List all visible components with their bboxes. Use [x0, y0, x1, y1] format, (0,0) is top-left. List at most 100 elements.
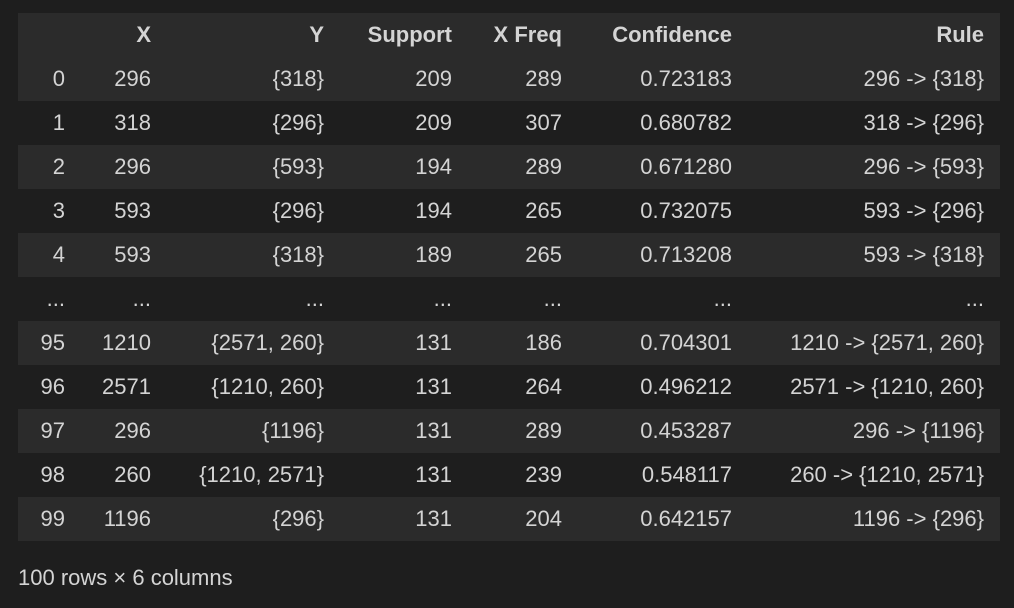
table-row: 95 1210 {2571, 260} 131 186 0.704301 1210 -> {… [18, 321, 1000, 365]
cell-support: 209 [340, 57, 468, 101]
header-rule: Rule [748, 13, 1000, 57]
cell-support: 131 [340, 497, 468, 541]
row-index: ... [18, 277, 81, 321]
cell-confidence: 0.548117 [578, 453, 748, 497]
row-index: 2 [18, 145, 81, 189]
row-index: 97 [18, 409, 81, 453]
cell-x-freq: 289 [468, 409, 578, 453]
row-index: 96 [18, 365, 81, 409]
cell-x-freq: 239 [468, 453, 578, 497]
cell-x: 593 [81, 233, 167, 277]
table-row: 3 593 {296} 194 265 0.732075 593 -> {296} [18, 189, 1000, 233]
header-row: X Y Support X Freq Confidence Rule [18, 13, 1000, 57]
dataframe-output: X Y Support X Freq Confidence Rule 0 296{… [18, 13, 1000, 541]
cell-confidence: 0.642157 [578, 497, 748, 541]
table-row: 98 260 {1210, 2571} 131 239 0.548117 260 -> {1… [18, 453, 1000, 497]
row-index: 0 [18, 57, 81, 101]
cell-support: 131 [340, 453, 468, 497]
cell-y: {318} [167, 57, 340, 101]
cell-confidence: 0.680782 [578, 101, 748, 145]
cell-x: 318 [81, 101, 167, 145]
header-x: X [81, 13, 167, 57]
cell-x: ... [81, 277, 167, 321]
dataframe-table: X Y Support X Freq Confidence Rule 0 296{… [18, 13, 1000, 541]
header-support: Support [340, 13, 468, 57]
table-row: 0 296 {318} 209 289 0.723183 296 -> {318} [18, 57, 1000, 101]
cell-rule: 318 -> {296} [748, 101, 1000, 145]
cell-y: {1210, 2571} [167, 453, 340, 497]
table-row: 2 296 {593} 194 289 0.671280 296 -> {593} [18, 145, 1000, 189]
header-confidence: Confidence [578, 13, 748, 57]
cell-y: {296} [167, 497, 340, 541]
table-row: ..................... [18, 277, 1000, 321]
cell-x-freq: 204 [468, 497, 578, 541]
cell-support: ... [340, 277, 468, 321]
header-y: Y [167, 13, 340, 57]
row-index: 3 [18, 189, 81, 233]
table-row: 96 2571 {1210, 260} 131 264 0.496212 2571 -> {… [18, 365, 1000, 409]
cell-x: 1210 [81, 321, 167, 365]
row-index: 95 [18, 321, 81, 365]
table-row: 4 593 {318} 189 265 0.713208 593 -> {318} [18, 233, 1000, 277]
cell-x: 593 [81, 189, 167, 233]
cell-confidence: ... [578, 277, 748, 321]
cell-x-freq: 265 [468, 189, 578, 233]
header-x-freq: X Freq [468, 13, 578, 57]
cell-rule: 296 -> {593} [748, 145, 1000, 189]
cell-x: 296 [81, 409, 167, 453]
cell-rule: 296 -> {1196} [748, 409, 1000, 453]
cell-support: 189 [340, 233, 468, 277]
cell-y: {1210, 260} [167, 365, 340, 409]
cell-x-freq: 186 [468, 321, 578, 365]
cell-rule: 1196 -> {296} [748, 497, 1000, 541]
cell-x-freq: 289 [468, 145, 578, 189]
cell-confidence: 0.723183 [578, 57, 748, 101]
cell-support: 194 [340, 189, 468, 233]
cell-y: {2571, 260} [167, 321, 340, 365]
cell-confidence: 0.732075 [578, 189, 748, 233]
table-row: 1 318 {296} 209 307 0.680782 318 -> {296} [18, 101, 1000, 145]
cell-rule: 593 -> {296} [748, 189, 1000, 233]
cell-support: 131 [340, 409, 468, 453]
cell-confidence: 0.671280 [578, 145, 748, 189]
cell-x-freq: 307 [468, 101, 578, 145]
cell-support: 131 [340, 365, 468, 409]
cell-support: 194 [340, 145, 468, 189]
cell-x: 1196 [81, 497, 167, 541]
cell-confidence: 0.713208 [578, 233, 748, 277]
cell-rule: 260 -> {1210, 2571} [748, 453, 1000, 497]
cell-x: 260 [81, 453, 167, 497]
cell-y: {318} [167, 233, 340, 277]
table-header: X Y Support X Freq Confidence Rule [18, 13, 1000, 57]
cell-rule: 2571 -> {1210, 260} [748, 365, 1000, 409]
table-shape-footer: 100 rows × 6 columns [18, 565, 233, 590]
cell-x: 2571 [81, 365, 167, 409]
header-index [18, 13, 81, 57]
cell-y: {296} [167, 189, 340, 233]
row-index: 98 [18, 453, 81, 497]
table-row: 97 296 {1196} 131 289 0.453287 296 -> {1196} [18, 409, 1000, 453]
table-row: 99 1196 {296} 131 204 0.642157 1196 -> {296} [18, 497, 1000, 541]
cell-rule: 593 -> {318} [748, 233, 1000, 277]
cell-support: 131 [340, 321, 468, 365]
cell-x: 296 [81, 145, 167, 189]
cell-x-freq: 265 [468, 233, 578, 277]
table-body: 0 296 {318} 209 289 0.723183 296 -> {318} 1 318{… [18, 57, 1000, 541]
cell-confidence: 0.704301 [578, 321, 748, 365]
cell-x-freq: 264 [468, 365, 578, 409]
cell-y: ... [167, 277, 340, 321]
cell-support: 209 [340, 101, 468, 145]
cell-confidence: 0.496212 [578, 365, 748, 409]
cell-y: {1196} [167, 409, 340, 453]
cell-rule: 296 -> {318} [748, 57, 1000, 101]
row-index: 1 [18, 101, 81, 145]
cell-x-freq: ... [468, 277, 578, 321]
cell-y: {296} [167, 101, 340, 145]
cell-rule: 1210 -> {2571, 260} [748, 321, 1000, 365]
row-index: 4 [18, 233, 81, 277]
cell-x: 296 [81, 57, 167, 101]
cell-confidence: 0.453287 [578, 409, 748, 453]
cell-rule: ... [748, 277, 1000, 321]
cell-y: {593} [167, 145, 340, 189]
cell-x-freq: 289 [468, 57, 578, 101]
